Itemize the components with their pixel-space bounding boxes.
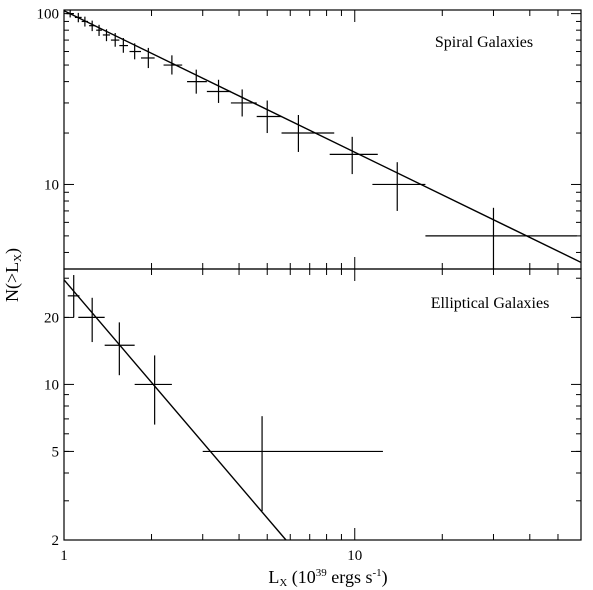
data-layer: [64, 275, 383, 540]
y-axis-label: N(>LX): [2, 248, 24, 302]
x-axis-label: LX (1039 ergs s-1): [268, 567, 387, 589]
plot-frame: [63, 268, 582, 541]
fit-line: [64, 279, 287, 540]
fit-line: [64, 10, 581, 263]
x-tick-label: 1: [60, 548, 68, 564]
data-layer: [64, 10, 581, 269]
bottom-panel-label: Elliptical Galaxies: [431, 295, 550, 312]
y-tick-label: 20: [44, 310, 59, 326]
y-tick-label: 5: [52, 444, 60, 460]
y-tick-label: 10: [44, 377, 59, 393]
y-tick-label: 100: [37, 7, 60, 23]
y-tick-label: 10: [44, 177, 59, 193]
x-tick-label: 10: [347, 548, 362, 564]
top-panel-label: Spiral Galaxies: [435, 34, 533, 51]
y-tick-label: 2: [52, 533, 60, 549]
elliptical-panel: 2 5 10 20 1 10: [44, 268, 582, 564]
